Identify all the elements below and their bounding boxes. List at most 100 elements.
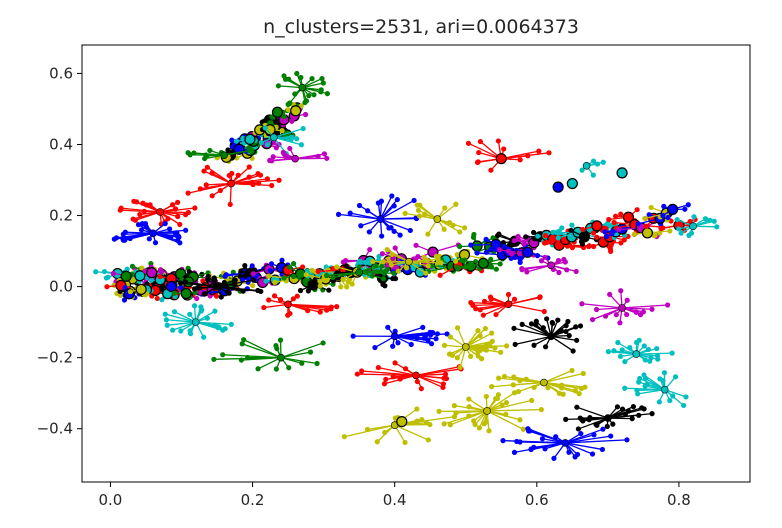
data-point — [271, 140, 277, 146]
data-point — [404, 265, 410, 271]
data-point — [473, 306, 479, 312]
data-point — [578, 385, 585, 392]
data-point — [586, 243, 592, 249]
data-point — [381, 381, 388, 387]
data-point — [269, 182, 275, 189]
data-point — [117, 207, 123, 213]
cluster-edge — [578, 417, 609, 430]
cluster-edge — [643, 374, 666, 391]
data-point — [504, 343, 510, 349]
data-point — [174, 230, 180, 236]
data-point — [589, 451, 596, 457]
data-point — [255, 171, 261, 177]
cluster-center — [521, 246, 534, 258]
data-point — [201, 168, 207, 174]
data-point — [344, 284, 350, 290]
cluster-center — [471, 240, 483, 252]
cluster-edge — [167, 321, 196, 326]
data-point — [323, 272, 330, 279]
data-point — [474, 250, 480, 256]
data-point — [250, 271, 256, 277]
cluster-edge — [514, 442, 566, 453]
data-point — [163, 317, 169, 323]
data-point — [563, 328, 569, 335]
data-point — [538, 406, 544, 413]
data-point — [388, 262, 395, 268]
cluster-edge — [195, 321, 219, 328]
data-point — [143, 224, 149, 230]
cluster-edge — [120, 209, 161, 213]
data-point — [481, 421, 487, 427]
cluster-center — [244, 133, 256, 145]
data-point — [390, 343, 396, 349]
cluster-center — [180, 287, 192, 300]
data-point — [537, 294, 543, 300]
data-point — [281, 275, 287, 281]
cluster-center — [547, 261, 555, 270]
cluster-edge — [380, 217, 417, 220]
data-point — [486, 428, 492, 434]
data-point — [444, 331, 450, 337]
data-point — [642, 383, 648, 389]
cluster-edge — [484, 300, 509, 306]
data-point — [530, 229, 537, 236]
data-point — [589, 316, 596, 323]
data-point — [574, 337, 580, 343]
data-point — [428, 341, 435, 347]
data-point — [604, 423, 610, 430]
data-point — [573, 268, 579, 275]
data-point — [634, 207, 640, 213]
data-point — [338, 284, 344, 290]
cluster-edge — [550, 335, 574, 352]
y-axis: 0.6 0.4 0.2 0.0 −0.2 −0.4 — [37, 64, 82, 438]
data-point — [238, 268, 244, 274]
cluster-edge — [521, 323, 552, 337]
cluster-edge — [607, 417, 633, 420]
data-point — [266, 297, 272, 303]
data-point — [615, 226, 622, 233]
data-point — [196, 285, 202, 291]
data-point — [423, 270, 429, 276]
data-point — [531, 342, 537, 348]
data-point — [480, 312, 486, 318]
cluster-104 — [127, 283, 150, 298]
data-point — [121, 237, 127, 243]
data-point — [511, 449, 518, 455]
data-point — [512, 341, 518, 348]
data-point — [489, 338, 495, 344]
data-point — [289, 118, 295, 124]
data-point — [350, 333, 356, 339]
data-point — [580, 226, 586, 233]
data-point — [454, 252, 460, 258]
data-point — [203, 182, 209, 188]
data-point — [281, 114, 287, 120]
data-point — [392, 360, 398, 366]
cluster-edge — [185, 281, 218, 288]
data-point — [380, 276, 387, 282]
data-point — [220, 352, 226, 358]
cluster-103 — [142, 264, 164, 279]
data-point — [549, 319, 555, 326]
data-point — [276, 177, 282, 183]
data-point — [425, 437, 431, 443]
cluster-155 — [489, 367, 588, 397]
plot-frame — [81, 44, 751, 483]
data-point — [212, 308, 218, 314]
cluster-164 — [323, 263, 397, 282]
cluster-edge — [664, 389, 685, 406]
data-point — [649, 306, 655, 312]
data-point — [577, 323, 584, 329]
cluster-center — [591, 220, 603, 232]
cluster-edge — [394, 424, 429, 441]
data-point — [267, 268, 273, 274]
cluster-center — [477, 257, 489, 269]
data-point — [600, 159, 606, 165]
data-point — [311, 92, 317, 98]
data-point — [392, 245, 398, 251]
data-point — [622, 359, 628, 365]
data-point — [211, 356, 217, 362]
data-point — [375, 364, 381, 371]
cluster-148 — [211, 337, 326, 372]
cluster-edge — [280, 342, 324, 359]
data-point — [326, 287, 332, 293]
